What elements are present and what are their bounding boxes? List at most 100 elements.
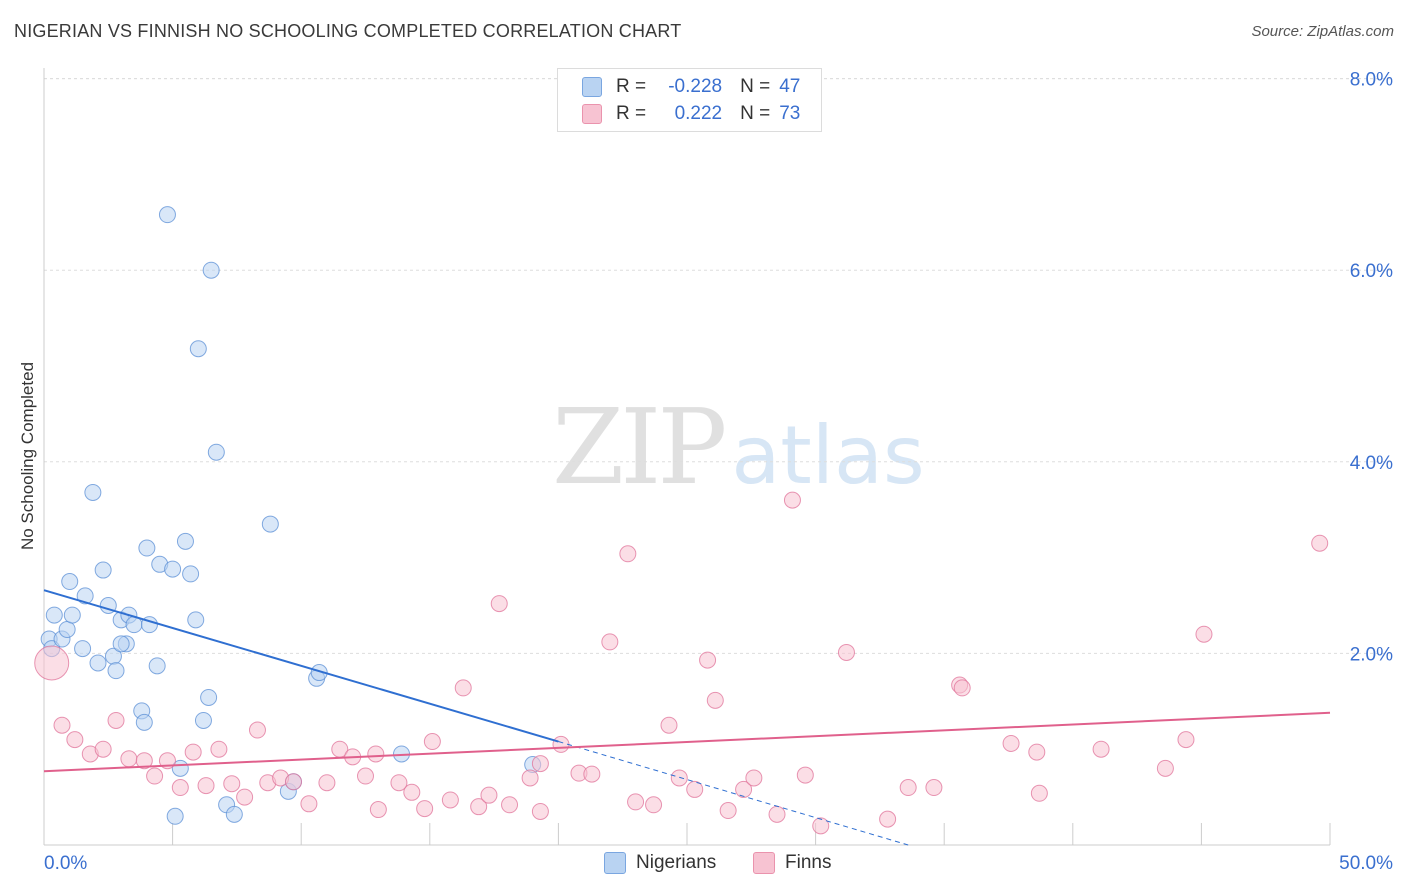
data-point-finns xyxy=(1311,534,1329,552)
data-point-nigerians xyxy=(194,711,212,729)
data-point-finns xyxy=(1002,734,1020,752)
data-point-finns xyxy=(745,769,763,787)
data-point-finns xyxy=(53,716,71,734)
data-point-finns xyxy=(357,767,374,785)
data-point-finns xyxy=(236,788,254,806)
data-point-finns xyxy=(899,779,917,797)
data-point-finns xyxy=(619,545,637,563)
data-point-finns xyxy=(390,774,408,792)
data-point-finns xyxy=(416,800,434,818)
watermark-atlas: atlas xyxy=(731,409,925,502)
data-point-nigerians xyxy=(182,565,200,583)
data-point-finns xyxy=(480,786,498,804)
data-point-finns xyxy=(107,711,125,729)
data-point-finns xyxy=(601,633,619,651)
legend-r-value: 0.222 xyxy=(674,103,723,124)
data-point-finns xyxy=(735,780,753,798)
data-point-nigerians xyxy=(138,539,156,557)
legend-n-value: 73 xyxy=(779,103,801,124)
data-point-nigerians xyxy=(135,713,153,731)
data-point-finns xyxy=(812,817,830,835)
source-label: Source: ZipAtlas.com xyxy=(1251,23,1394,40)
data-point-nigerians xyxy=(176,532,194,550)
data-point-nigerians xyxy=(189,340,207,358)
data-point-nigerians xyxy=(164,560,182,578)
data-point-finns xyxy=(441,791,459,809)
data-point-finns xyxy=(925,779,943,797)
data-point-finns xyxy=(1177,731,1195,749)
legend-swatch-nigerians xyxy=(582,77,602,97)
trendline-finns xyxy=(43,711,1331,773)
trendline-nigerians xyxy=(43,589,559,743)
data-point-finns xyxy=(1195,625,1213,643)
data-point-finns xyxy=(184,743,202,761)
data-point-finns xyxy=(470,798,488,816)
data-point-finns xyxy=(171,779,189,797)
bottom-legend-nigerians: Nigerians xyxy=(604,852,716,874)
data-point-finns xyxy=(783,491,801,509)
legend-n-label: N = xyxy=(740,76,771,97)
data-point-finns xyxy=(719,802,737,820)
data-point-nigerians xyxy=(61,573,79,591)
legend-n-label: N = xyxy=(740,103,771,124)
data-point-finns xyxy=(1092,740,1110,758)
data-point-nigerians xyxy=(207,443,225,461)
data-point-nigerians xyxy=(112,635,130,653)
data-point-nigerians xyxy=(63,606,81,624)
y-tick-label: 4.0% xyxy=(1350,453,1393,474)
data-point-nigerians xyxy=(148,657,166,675)
data-point-nigerians xyxy=(202,261,220,279)
legend-r-label: R = xyxy=(616,76,647,97)
data-point-finns xyxy=(699,651,717,669)
bottom-legend-nigerians-label: Nigerians xyxy=(636,852,717,873)
data-point-finns xyxy=(531,755,549,773)
data-point-finns xyxy=(318,774,336,792)
data-point-finns xyxy=(768,805,786,823)
data-point-nigerians xyxy=(94,561,112,579)
data-point-finns xyxy=(1030,784,1048,802)
data-point-finns xyxy=(627,793,645,811)
data-point-finns xyxy=(521,769,539,787)
bottom-legend-finns: Finns xyxy=(753,852,831,874)
data-point-nigerians xyxy=(187,611,205,629)
data-point-finns xyxy=(120,750,138,768)
legend-swatch-finns xyxy=(582,104,602,124)
data-point-finns xyxy=(1156,759,1174,777)
data-point-finns xyxy=(367,745,385,763)
legend-row-nigerians: R = -0.228 N = 47 xyxy=(582,75,800,99)
data-point-nigerians xyxy=(45,606,63,624)
y-tick-label: 8.0% xyxy=(1350,70,1393,91)
data-point-finns xyxy=(135,752,153,770)
watermark-zip: ZIP xyxy=(552,386,727,508)
data-point-finns xyxy=(210,740,228,758)
data-point-finns xyxy=(454,679,472,697)
bottom-swatch-finns xyxy=(753,852,775,874)
data-point-finns xyxy=(146,767,164,785)
data-point-finns xyxy=(34,645,70,681)
data-point-nigerians xyxy=(84,483,102,501)
data-point-finns xyxy=(223,775,241,793)
data-point-finns xyxy=(583,765,601,783)
data-point-nigerians xyxy=(58,620,76,638)
data-point-finns xyxy=(403,783,421,801)
data-point-finns xyxy=(531,802,549,820)
data-point-finns xyxy=(501,796,519,814)
y-tick-label: 6.0% xyxy=(1350,261,1393,282)
data-point-nigerians xyxy=(76,587,94,605)
data-point-nigerians xyxy=(89,654,107,672)
legend-r-value: -0.228 xyxy=(668,76,723,97)
watermark: ZIP atlas xyxy=(552,395,925,500)
data-point-nigerians xyxy=(200,688,218,706)
data-point-finns xyxy=(300,795,318,813)
data-point-nigerians xyxy=(166,807,184,825)
x-tick-label: 50.0% xyxy=(1339,853,1393,874)
data-point-nigerians xyxy=(261,515,279,533)
y-tick-label: 2.0% xyxy=(1350,644,1393,665)
data-point-finns xyxy=(197,777,215,795)
trendline-nigerians-extension xyxy=(558,741,909,846)
data-point-finns xyxy=(796,766,814,784)
data-point-finns xyxy=(248,721,266,739)
data-point-finns xyxy=(686,780,704,798)
chart-title: NIGERIAN VS FINNISH NO SCHOOLING COMPLET… xyxy=(14,21,682,41)
